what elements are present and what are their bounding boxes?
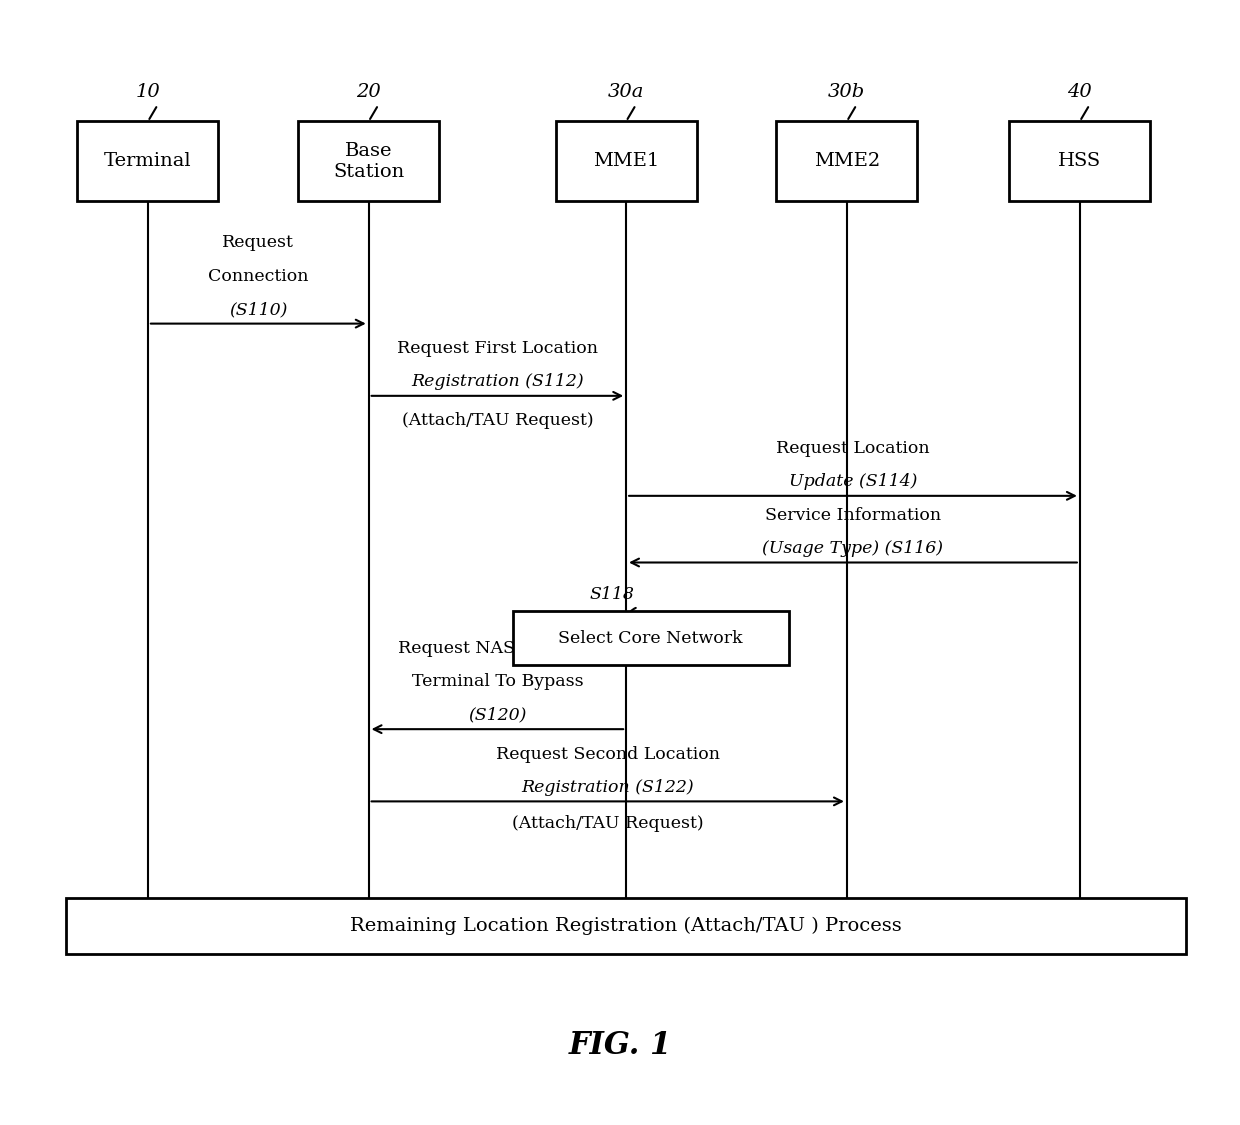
Bar — [556, 122, 697, 201]
Text: Request: Request — [222, 234, 294, 251]
Text: MME1: MME1 — [593, 152, 660, 170]
Text: Base
Station: Base Station — [334, 142, 404, 181]
Text: 10: 10 — [135, 83, 160, 101]
Text: S118: S118 — [589, 585, 634, 603]
Text: Update (S114): Update (S114) — [789, 474, 918, 490]
Text: Request Location: Request Location — [776, 440, 930, 457]
Text: 30a: 30a — [608, 83, 645, 101]
Bar — [776, 122, 918, 201]
Text: Select Core Network: Select Core Network — [558, 630, 743, 647]
Text: Registration (S112): Registration (S112) — [412, 374, 584, 390]
Text: 20: 20 — [356, 83, 381, 101]
Bar — [298, 122, 439, 201]
Text: Registration (S122): Registration (S122) — [522, 778, 694, 795]
Text: Request First Location: Request First Location — [397, 340, 598, 357]
Bar — [1009, 122, 1151, 201]
Bar — [512, 611, 789, 665]
Bar — [77, 122, 218, 201]
Text: (S110): (S110) — [229, 302, 288, 318]
Text: Terminal To Bypass: Terminal To Bypass — [412, 673, 583, 691]
Text: (Attach/TAU Request): (Attach/TAU Request) — [402, 412, 593, 429]
Text: HSS: HSS — [1058, 152, 1101, 170]
Text: Request Second Location: Request Second Location — [496, 746, 719, 763]
Bar — [66, 898, 1187, 954]
Text: 40: 40 — [1068, 83, 1092, 101]
Text: (S120): (S120) — [469, 706, 527, 723]
Text: MME2: MME2 — [813, 152, 880, 170]
Text: Connection: Connection — [208, 268, 309, 285]
Text: 30b: 30b — [828, 83, 866, 101]
Text: FIG. 1: FIG. 1 — [568, 1030, 672, 1061]
Text: (Attach/TAU Request): (Attach/TAU Request) — [512, 816, 703, 832]
Text: (Usage Type) (S116): (Usage Type) (S116) — [763, 540, 944, 557]
Text: Service Information: Service Information — [765, 506, 941, 523]
Text: Terminal: Terminal — [104, 152, 192, 170]
Text: Request NAS to Cause: Request NAS to Cause — [398, 640, 598, 657]
Text: Remaining Location Registration (Attach/TAU ) Process: Remaining Location Registration (Attach/… — [350, 917, 901, 935]
